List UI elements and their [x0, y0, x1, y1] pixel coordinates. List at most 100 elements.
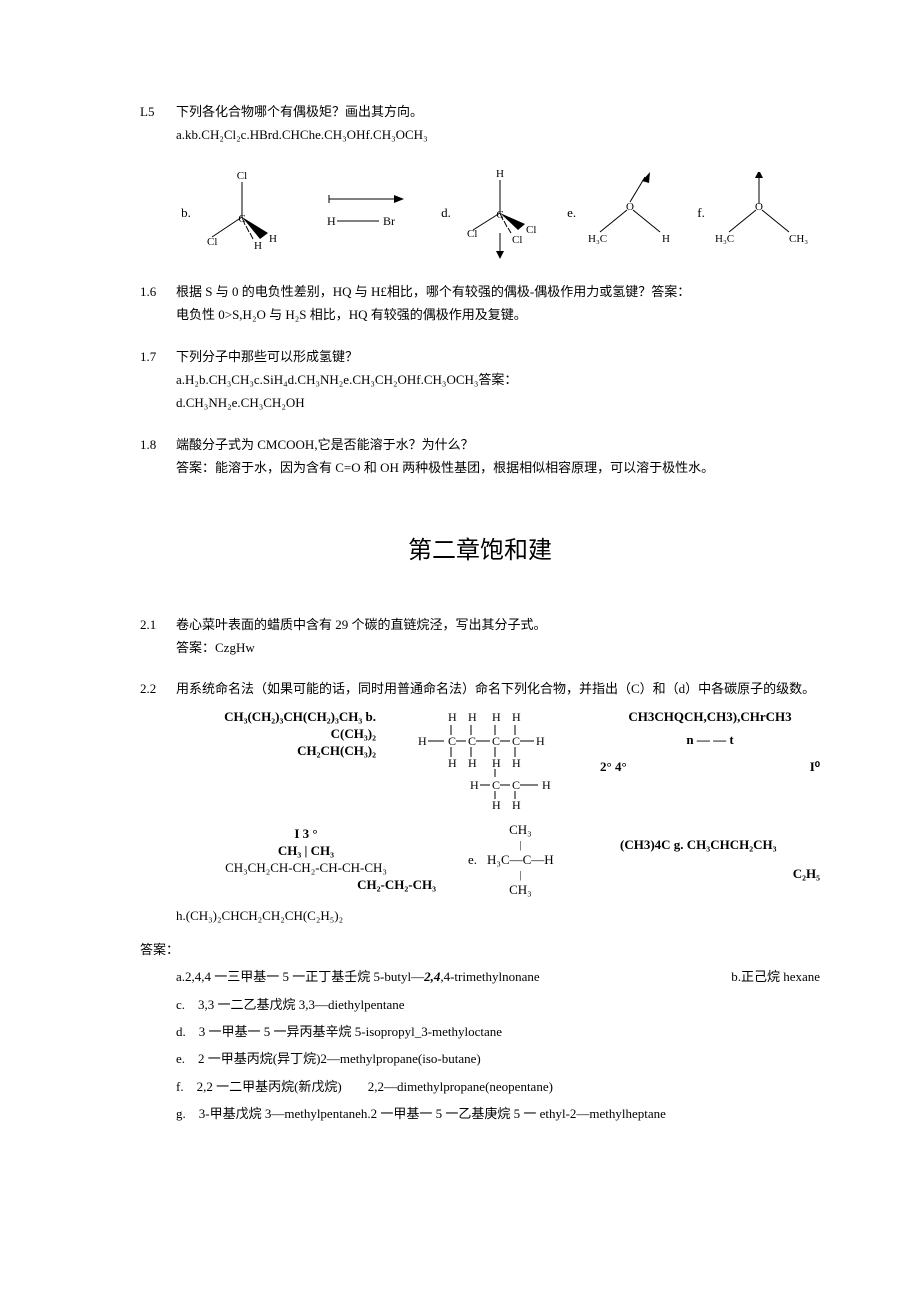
diagram-e: O H₃C H: [580, 172, 675, 252]
svg-text:H: H: [468, 710, 477, 724]
struct-c3: 2° 4°: [600, 759, 627, 776]
svg-text:C: C: [448, 734, 456, 748]
label-b: b.: [181, 201, 191, 224]
svg-text:H: H: [512, 710, 521, 724]
q-text: 根据 S 与 0 的电负性差别，HQ 与 H£相比，哪个有较强的偶极-偶极作用力…: [176, 280, 820, 303]
diagram-hbr: H Br: [309, 187, 419, 237]
ans-b: b.正己烷 hexane: [731, 965, 820, 988]
struct-f: (CH3)4C g. CH₃CHCH₂CH₃: [620, 837, 820, 854]
q-num: L5: [140, 100, 176, 123]
svg-text:C: C: [496, 209, 503, 221]
q-num: 2.2: [140, 677, 176, 700]
q-formula: a.H₂b.CH₃CH₃c.SiH₄d.CH₃NH₂e.CH₃CH₂OHf.CH…: [176, 368, 820, 391]
q-text: 下列各化合物哪个有偶极矩？画出其方向。: [176, 100, 820, 123]
struct-e-label: e.: [468, 852, 477, 869]
q-text: 卷心菜叶表面的蜡质中含有 29 个碳的直链烷泾，写出其分子式。: [176, 613, 820, 636]
svg-text:C: C: [238, 213, 245, 225]
q-ans: d.CH₃NH₂e.CH₃CH₂OH: [176, 391, 820, 414]
struct-a1: CH₃(CH₂)₃CH(CH₂)₃CH₃ b.: [176, 709, 376, 726]
question-1-8: 1.8 端酸分子式为 CMCOOH,它是否能溶于水？为什么？ 答案：能溶于水，因…: [140, 433, 820, 480]
svg-text:H: H: [662, 233, 670, 245]
svg-text:H: H: [470, 778, 479, 792]
struct-e-mid: H₃C—C—H: [487, 852, 554, 869]
diagram-bonds-b: HHHH H C C C C H HHHH H C CH HH: [408, 709, 568, 809]
ans-a: a.2,4,4 一三甲基一 5 一正丁基壬烷 5-butyl—2,4,4-tri…: [176, 965, 540, 988]
label-e: e.: [567, 201, 576, 224]
svg-text:H: H: [327, 214, 336, 228]
q-ans: 答案：CzgHw: [176, 636, 820, 659]
svg-text:H: H: [468, 756, 477, 770]
q-text: 下列分子中那些可以形成氢键？: [176, 345, 820, 368]
struct-a3: CH₂CH(CH₃)₂: [176, 743, 376, 760]
struct-h: h.(CH₃)₂CHCH₂CH₂CH(C₂H₅)₂: [176, 904, 820, 927]
svg-text:H: H: [492, 756, 501, 770]
svg-text:H: H: [418, 734, 427, 748]
svg-text:C: C: [512, 778, 520, 792]
svg-text:Cl: Cl: [237, 170, 247, 182]
molecular-diagrams: b. Cl Cl C H H H Br d.: [170, 165, 820, 260]
struct-e-top: CH₃: [487, 822, 554, 839]
struct-f2: C₂H₅: [620, 866, 820, 883]
struct-d-head: I 3 °: [176, 826, 436, 843]
struct-c2: n — — t: [600, 732, 820, 749]
svg-text:O: O: [755, 201, 763, 213]
svg-text:H₃C: H₃C: [588, 233, 607, 245]
svg-text:H: H: [512, 798, 521, 809]
svg-text:Cl: Cl: [526, 224, 536, 236]
question-2-1: 2.1 卷心菜叶表面的蜡质中含有 29 个碳的直链烷泾，写出其分子式。 答案：C…: [140, 613, 820, 660]
svg-text:H: H: [542, 778, 551, 792]
diagram-f: O H₃C CH₃: [709, 172, 809, 252]
svg-text:H: H: [492, 798, 501, 809]
svg-text:H: H: [448, 756, 457, 770]
svg-text:Cl: Cl: [512, 234, 522, 246]
structures-row-2: I 3 ° CH₃ | CH₃ CH₃CH₂CH-CH₂-CH-CH-CH₃ C…: [176, 822, 820, 899]
q-ans: 电负性 0>S,H₂O 与 H₂S 相比，HQ 有较强的偶极作用及复键。: [176, 303, 820, 326]
svg-text:CH₃: CH₃: [789, 233, 808, 245]
struct-a2: C(CH₃)₂: [176, 726, 376, 743]
svg-text:Br: Br: [383, 214, 395, 228]
ans-e: e. 2 一甲基丙烷(异丁烷)2—methylpropane(iso-butan…: [176, 1047, 820, 1070]
struct-d-main: CH₃CH₂CH-CH₂-CH-CH-CH₃: [176, 860, 436, 877]
q-ans: 答案：能溶于水，因为含有 C=O 和 OH 两种极性基团，根据相似相容原理，可以…: [176, 456, 820, 479]
q-num: 1.6: [140, 280, 176, 303]
svg-text:H₃C: H₃C: [715, 233, 734, 245]
q-text: 用系统命名法（如果可能的话，同时用普通命名法）命名下列化合物，并指出（C）和（d…: [176, 677, 820, 700]
svg-text:O: O: [626, 201, 634, 213]
answers-head: 答案：: [140, 938, 820, 961]
chapter-title: 第二章饱和建: [140, 530, 820, 573]
svg-text:C: C: [492, 734, 500, 748]
svg-text:C: C: [468, 734, 476, 748]
svg-text:Cl: Cl: [467, 228, 477, 240]
question-1-6: 1.6 根据 S 与 0 的电负性差别，HQ 与 H£相比，哪个有较强的偶极-偶…: [140, 280, 820, 327]
struct-d-tail: CH₂-CH₂-CH₃: [176, 877, 436, 894]
svg-text:H: H: [512, 756, 521, 770]
svg-text:C: C: [512, 734, 520, 748]
struct-c4: I⁰: [810, 759, 820, 776]
question-1-7: 1.7 下列分子中那些可以形成氢键？ a.H₂b.CH₃CH₃c.SiH₄d.C…: [140, 345, 820, 415]
struct-c1: CH3CHQCH,CH3),CHrCH3: [600, 709, 820, 726]
label-f: f.: [697, 201, 705, 224]
svg-text:H: H: [496, 168, 504, 180]
svg-text:Cl: Cl: [207, 236, 217, 248]
svg-text:C: C: [492, 778, 500, 792]
q-num: 2.1: [140, 613, 176, 636]
diagram-d: H Cl C Cl Cl: [455, 165, 545, 260]
q-text: 端酸分子式为 CMCOOH,它是否能溶于水？为什么？: [176, 433, 820, 456]
label-d: d.: [441, 201, 451, 224]
ans-f: f. 2,2 一二甲基丙烷(新戊烷) 2,2—dimethylpropane(n…: [176, 1075, 820, 1098]
svg-text:H: H: [269, 233, 277, 245]
q-formula: a.kb.CH₂Cl₂c.HBrd.CHChe.CH₃OHf.CH₃OCH₃: [176, 123, 820, 146]
svg-text:H: H: [536, 734, 545, 748]
diagram-b: Cl Cl C H H: [197, 167, 287, 257]
ans-c: c. 3,3 一二乙基戊烷 3,3—diethylpentane: [176, 993, 820, 1016]
ans-g: g. 3-甲基戊烷 3—methylpentaneh.2 一甲基一 5 一乙基庚…: [176, 1102, 820, 1125]
answers-block: a.2,4,4 一三甲基一 5 一正丁基壬烷 5-butyl—2,4,4-tri…: [176, 965, 820, 1125]
svg-text:H: H: [448, 710, 457, 724]
q-num: 1.8: [140, 433, 176, 456]
structures-row-1: CH₃(CH₂)₃CH(CH₂)₃CH₃ b. C(CH₃)₂ CH₂CH(CH…: [176, 709, 820, 814]
struct-d-sub: CH₃ | CH₃: [176, 843, 436, 860]
question-2-2: 2.2 用系统命名法（如果可能的话，同时用普通命名法）命名下列化合物，并指出（C…: [140, 677, 820, 700]
q-num: 1.7: [140, 345, 176, 368]
question-1-5: L5 下列各化合物哪个有偶极矩？画出其方向。 a.kb.CH₂Cl₂c.HBrd…: [140, 100, 820, 147]
ans-d: d. 3 一甲基一 5 一异丙基辛烷 5-isopropyl_3-methylo…: [176, 1020, 820, 1043]
